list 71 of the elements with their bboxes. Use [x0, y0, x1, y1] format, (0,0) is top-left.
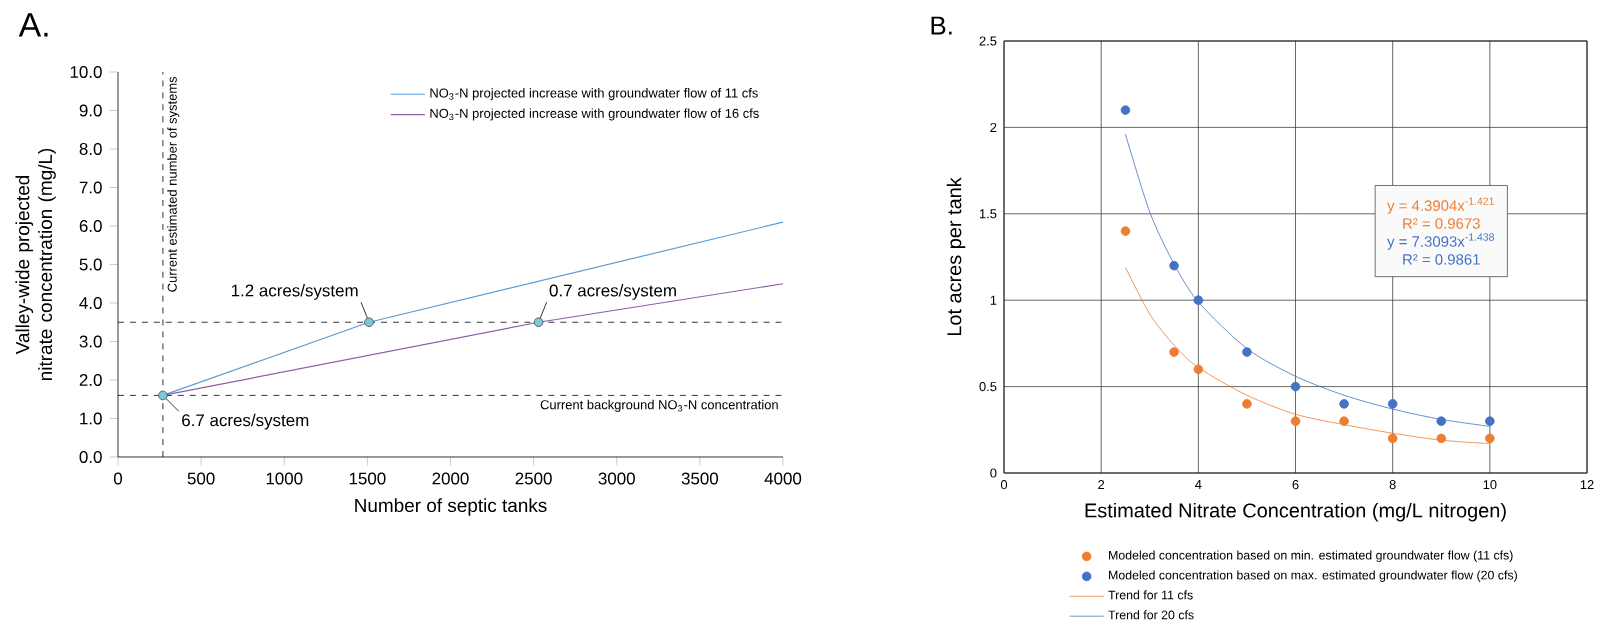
x-axis-title: Number of septic tanks [355, 498, 547, 516]
ref-line-label: Current estimated number of systems [167, 76, 180, 292]
x-tick-label: 1000 [266, 472, 303, 485]
y-tick-label: 3.0 [79, 335, 102, 348]
x-tick-label: 4 [1195, 480, 1202, 489]
chart-title: A. [18, 13, 48, 37]
point [1339, 416, 1349, 426]
x-tick-label: 2500 [515, 472, 552, 485]
x-tick-label: 6 [1292, 480, 1299, 490]
annotation: y = 4.3904x$^{-1.421}$ [1387, 197, 1494, 214]
y-tick-label: 2 [990, 122, 997, 132]
point [1193, 295, 1204, 305]
legend-label: Modeled concentration based on max. estimated groundwater flow (20 cfs) [1109, 570, 1517, 582]
annotation: 6.7 acres/system [182, 413, 309, 430]
x-tick-label: 8 [1389, 480, 1396, 490]
point [1120, 226, 1131, 236]
annotation: R² = 0.9673 [1403, 218, 1480, 229]
x-tick-label: 2000 [432, 472, 469, 485]
y-tick-label: 4.0 [79, 297, 102, 309]
point [1242, 399, 1252, 409]
point [1387, 433, 1398, 444]
point [1290, 381, 1301, 392]
point [1290, 416, 1301, 426]
annotation: 1.2 acres/system [231, 284, 358, 300]
point [1242, 347, 1252, 357]
y-tick-label: 10.0 [70, 66, 102, 78]
point [1339, 399, 1349, 409]
point [1485, 416, 1495, 426]
point [1436, 433, 1447, 444]
y-tick-label: 0.5 [979, 382, 997, 392]
chart-title: B. [931, 16, 952, 35]
y-tick-label: 1 [990, 295, 997, 305]
point [1120, 105, 1131, 115]
x-tick-label: 3500 [681, 472, 719, 485]
x-tick-label: 0 [1000, 480, 1008, 490]
legend-label: NO$_{3}$-N projected increase with groundwater flow of 16 cfs [430, 108, 759, 121]
y-tick-label: 1.0 [80, 412, 102, 425]
annotation: 0.7 acres/system [549, 284, 676, 300]
y-tick-label: 0.0 [79, 451, 102, 463]
y-axis-title: Valley-wide projected nitrate concentration (mg/L) [15, 148, 56, 381]
y-tick-label: 8.0 [79, 143, 102, 155]
x-tick-label: 3000 [598, 472, 635, 485]
y-tick-label: 5.0 [79, 258, 102, 271]
legend-label: Trend for 20 cfs [1108, 610, 1194, 620]
y-tick-label: 2.0 [79, 374, 102, 386]
x-axis-title: Estimated Nitrate Concentration (mg/L nitrogen) [1085, 502, 1506, 522]
annotation: R² = 0.9861 [1403, 254, 1480, 265]
annotation: y = 7.3093x$^{-1.438}$ [1387, 233, 1494, 250]
point [1436, 416, 1447, 426]
x-tick-label: 1500 [349, 472, 386, 485]
x-tick-label: 4000 [764, 472, 802, 485]
y-tick-label: 6.0 [79, 220, 102, 232]
point [1387, 399, 1398, 409]
x-tick-label: 500 [187, 472, 215, 485]
legend-label: Trend for 11 cfs [1108, 590, 1193, 600]
x-tick-label: 12 [1580, 480, 1594, 490]
point [1169, 347, 1179, 357]
x-tick-label: 2 [1098, 480, 1105, 490]
y-axis-title: Lot acres per tank [946, 177, 966, 336]
point [1193, 364, 1204, 375]
y-tick-label: 1.5 [979, 209, 997, 219]
point [1169, 260, 1179, 271]
point [1485, 433, 1495, 444]
ref-line-label: Current background NO$_{3}$-N concentration [540, 399, 778, 412]
y-tick-label: 9.0 [79, 104, 102, 117]
y-tick-label: 7.0 [79, 181, 102, 194]
x-tick-label: 10 [1483, 480, 1497, 490]
y-tick-label: 2.5 [979, 36, 997, 46]
legend-label: Modeled concentration based on min. estimated groundwater flow (11 cfs) [1109, 550, 1513, 563]
legend-label: NO$_{3}$-N projected increase with groundwater flow of 11 cfs [430, 88, 758, 101]
x-tick-label: 0 [113, 472, 123, 485]
